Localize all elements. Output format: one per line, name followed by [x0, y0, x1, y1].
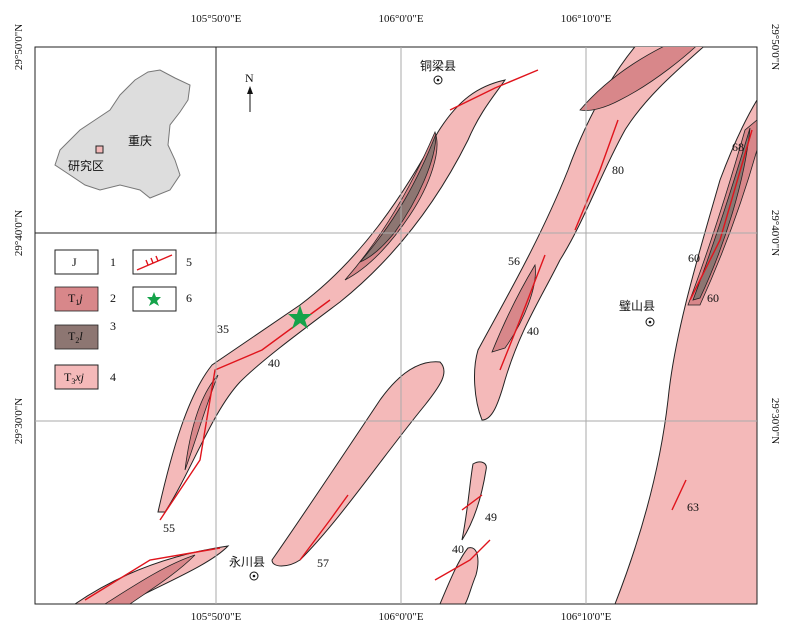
coord-label: 29°50'0"N — [769, 24, 781, 70]
legend-fault — [136, 254, 173, 271]
fault — [299, 494, 349, 561]
legend-swatch — [54, 324, 99, 350]
coord-label: 105°50'0"E — [191, 13, 242, 25]
coord-label: 29°40'0"N — [13, 210, 25, 256]
fault — [434, 539, 491, 581]
dip-label: 68 — [732, 140, 744, 154]
fault — [671, 479, 687, 511]
legend-star — [147, 292, 161, 306]
dip-label: 49 — [485, 510, 497, 524]
coord-label: 106°0'0"E — [378, 13, 423, 25]
legend: J 1 T1j 2 T2l 3 T3xj 4 5 6 — [54, 249, 192, 390]
faults — [84, 69, 753, 601]
legend-swatch — [54, 286, 99, 312]
formation — [344, 130, 438, 281]
formation — [692, 127, 751, 301]
legend-label: T3xj — [64, 370, 85, 386]
dip-label: 40 — [452, 542, 464, 556]
formation — [184, 374, 219, 471]
dip-label: 57 — [317, 556, 329, 570]
formation — [439, 547, 479, 604]
legend-label: T1j — [68, 291, 83, 307]
coord-label: 106°10'0"E — [561, 13, 612, 25]
dip-label: 80 — [612, 163, 624, 177]
coord-label: 106°0'0"E — [378, 611, 423, 623]
dip-label: 55 — [163, 521, 175, 535]
coord-label: 29°30'0"N — [13, 398, 25, 444]
chongqing-shape — [54, 69, 191, 199]
fault — [461, 494, 483, 511]
label-part: T — [68, 329, 76, 343]
legend-swatch — [54, 249, 99, 275]
dips: 35 40 55 57 49 40 56 40 80 68 60 60 63 — [163, 140, 744, 570]
legend-label: J — [72, 255, 77, 269]
coord-label: 105°50'0"E — [191, 611, 242, 623]
place-label: 铜梁县 — [420, 58, 456, 73]
dip-label: 60 — [707, 291, 719, 305]
north-arrow — [247, 86, 253, 94]
legend-number: 5 — [186, 255, 192, 269]
formation — [579, 47, 696, 111]
formation — [474, 47, 704, 421]
inset-label: 重庆 — [128, 134, 152, 148]
coord-label: 29°50'0"N — [13, 24, 25, 70]
label-part: 3 — [71, 377, 75, 386]
label-part: j — [77, 291, 83, 305]
dip-label: 40 — [527, 324, 539, 338]
fault — [449, 69, 539, 111]
legend-number: 4 — [110, 370, 116, 384]
dip-label: 63 — [687, 500, 699, 514]
coordinates: 105°50'0"E 106°0'0"E 106°10'0"E 105°50'0… — [13, 13, 781, 623]
label-part: xj — [74, 370, 84, 384]
place-label: 璧山县 — [619, 298, 655, 313]
legend-number: 1 — [110, 255, 116, 269]
fault — [689, 129, 753, 301]
legend-swatch — [54, 364, 99, 390]
label-part: T — [64, 370, 72, 384]
fault — [574, 119, 619, 231]
place-label: 永川县 — [229, 555, 265, 569]
label-part: l — [79, 329, 83, 343]
formation — [359, 133, 437, 263]
dip-label: 35 — [217, 322, 229, 336]
label-part: 2 — [75, 336, 79, 345]
inset-label: 研究区 — [68, 158, 104, 173]
dip-label: 60 — [688, 251, 700, 265]
legend-number: 6 — [186, 291, 192, 305]
places: 铜梁县 璧山县 永川县 — [229, 58, 655, 581]
legend-label: T2l — [68, 329, 83, 345]
fault — [84, 547, 221, 601]
study-site-star — [288, 305, 312, 329]
dip-label: 40 — [268, 356, 280, 370]
coord-label: 106°10'0"E — [561, 611, 612, 623]
legend-number: 3 — [110, 319, 116, 333]
label-part: T — [68, 291, 76, 305]
fault — [159, 299, 331, 521]
coord-label: 29°40'0"N — [769, 210, 781, 256]
coord-label: 29°30'0"N — [769, 398, 781, 444]
fault — [499, 254, 546, 371]
legend-number: 2 — [110, 291, 116, 305]
formation — [104, 554, 196, 604]
north-label: N — [245, 71, 254, 85]
dip-label: 56 — [508, 254, 520, 268]
study-area-marker — [95, 145, 104, 154]
label-part: 1 — [75, 298, 79, 307]
